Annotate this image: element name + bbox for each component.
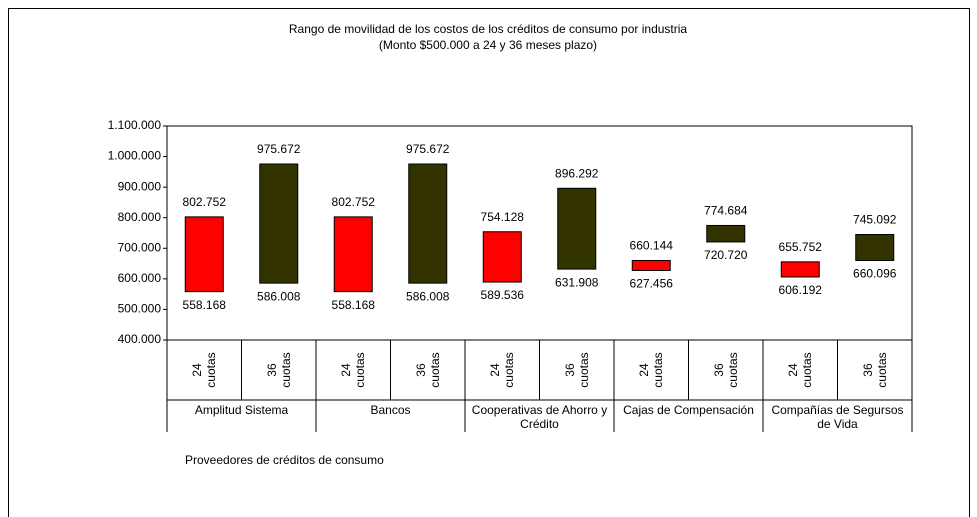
range-bar [631, 259, 671, 271]
group-label: Cooperativas de Ahorro y Crédito [471, 403, 608, 431]
y-tick-label: 1.100.000 [108, 118, 162, 132]
value-label: 660.096 [853, 267, 897, 281]
x-tick-label: 36 cuotas [711, 352, 740, 388]
value-label: 627.456 [630, 277, 674, 291]
chart-subtitle: (Monto $500.000 a 24 y 36 meses plazo) [379, 38, 597, 52]
value-label: 896.292 [555, 166, 599, 180]
chart-title: Rango de movilidad de los costos de los … [289, 22, 688, 36]
range-bar [557, 187, 597, 270]
x-tick-label: 36 cuotas [264, 352, 293, 388]
value-label: 631.908 [555, 275, 599, 289]
value-label: 558.168 [332, 298, 376, 312]
value-label: 586.008 [406, 289, 450, 303]
x-tick-label: 24 cuotas [488, 352, 517, 388]
y-tick-label: 700.000 [118, 240, 162, 254]
value-label: 655.752 [779, 240, 823, 254]
x-axis-title: Proveedores de créditos de consumo [185, 453, 384, 467]
y-tick-label: 1.000.000 [108, 149, 162, 163]
value-label: 720.720 [704, 248, 748, 262]
range-bar [408, 163, 448, 284]
value-label: 745.092 [853, 213, 897, 227]
x-tick-label: 24 cuotas [637, 352, 666, 388]
value-label: 589.536 [481, 288, 525, 302]
value-label: 558.168 [183, 298, 227, 312]
y-tick-label: 600.000 [118, 271, 162, 285]
value-label: 586.008 [257, 289, 301, 303]
group-label: Compañías de Segursos de Vida [771, 403, 904, 431]
y-tick-label: 900.000 [118, 179, 162, 193]
x-tick-label: 36 cuotas [413, 352, 442, 388]
range-bar [259, 163, 299, 284]
range-bar [780, 261, 820, 278]
y-tick-label: 800.000 [118, 210, 162, 224]
x-tick-label: 36 cuotas [860, 352, 889, 388]
chart-border [8, 8, 970, 517]
range-bar [184, 216, 224, 293]
group-label: Amplitud Sistema [194, 403, 289, 417]
value-label: 975.672 [257, 142, 301, 156]
value-label: 774.684 [704, 204, 748, 218]
value-label: 802.752 [183, 195, 227, 209]
x-tick-label: 36 cuotas [562, 352, 591, 388]
y-tick-label: 500.000 [118, 302, 162, 316]
x-tick-label: 24 cuotas [190, 352, 219, 388]
value-label: 660.144 [630, 239, 674, 253]
group-label: Bancos [370, 403, 411, 417]
x-tick-label: 24 cuotas [339, 352, 368, 388]
value-label: 802.752 [332, 195, 376, 209]
value-label: 975.672 [406, 142, 450, 156]
range-bar [333, 216, 373, 293]
y-tick-label: 400.000 [118, 332, 162, 346]
group-label: Cajas de Compensación [623, 403, 754, 417]
value-label: 606.192 [779, 283, 823, 297]
range-bar [855, 234, 895, 261]
x-tick-label: 24 cuotas [786, 352, 815, 388]
range-bar [706, 224, 746, 243]
value-label: 754.128 [481, 210, 525, 224]
range-bar [482, 231, 522, 283]
